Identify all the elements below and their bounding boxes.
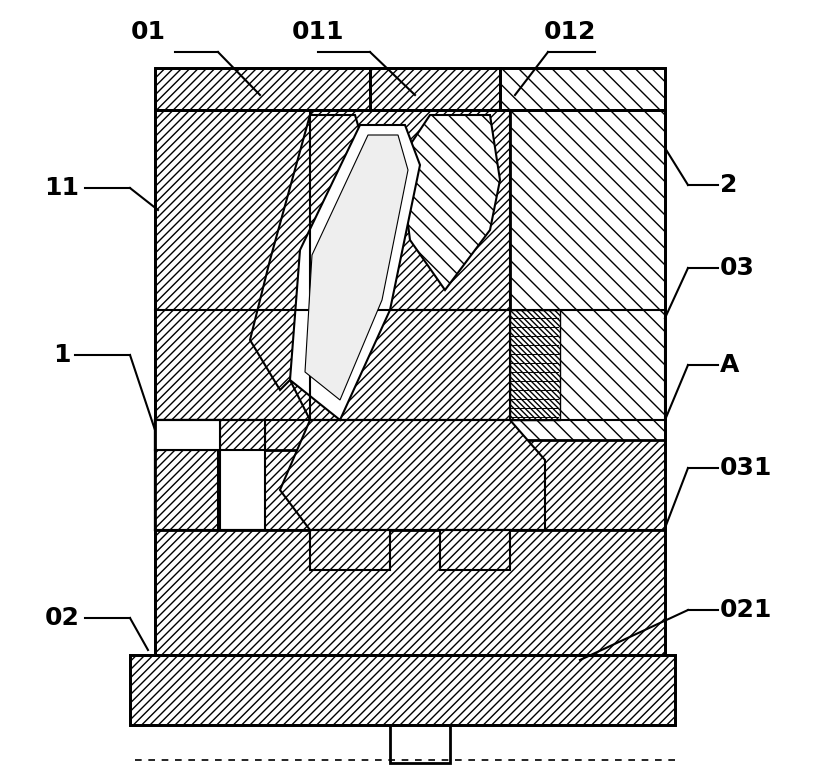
Polygon shape — [155, 450, 218, 530]
Text: 1: 1 — [53, 343, 71, 367]
Text: 2: 2 — [720, 173, 738, 197]
Text: 11: 11 — [45, 176, 80, 200]
Text: 012: 012 — [544, 20, 597, 44]
Bar — [155, 110, 665, 655]
Bar — [155, 68, 370, 110]
Polygon shape — [280, 420, 545, 530]
Text: 011: 011 — [292, 20, 344, 44]
Polygon shape — [310, 530, 390, 570]
Bar — [510, 310, 560, 420]
Text: 02: 02 — [45, 606, 79, 630]
Polygon shape — [440, 530, 510, 570]
Polygon shape — [250, 115, 380, 390]
Polygon shape — [290, 125, 420, 420]
Polygon shape — [305, 135, 408, 400]
Bar — [510, 110, 665, 440]
Bar — [155, 110, 310, 450]
Polygon shape — [155, 420, 220, 530]
Bar — [130, 655, 675, 725]
Bar — [130, 655, 675, 725]
Bar — [155, 530, 665, 655]
Text: 031: 031 — [720, 456, 773, 480]
Text: 03: 03 — [720, 256, 755, 280]
Bar — [500, 68, 665, 110]
Text: 021: 021 — [720, 598, 773, 622]
Text: A: A — [720, 353, 739, 377]
Polygon shape — [500, 68, 665, 110]
Text: 01: 01 — [130, 20, 165, 44]
Polygon shape — [370, 68, 500, 110]
Bar — [390, 725, 450, 763]
Polygon shape — [280, 310, 545, 420]
Polygon shape — [155, 420, 265, 450]
Polygon shape — [155, 68, 370, 110]
Polygon shape — [400, 115, 500, 290]
Bar — [155, 110, 665, 655]
Polygon shape — [155, 420, 220, 450]
Bar — [370, 68, 500, 110]
Bar — [155, 420, 265, 530]
